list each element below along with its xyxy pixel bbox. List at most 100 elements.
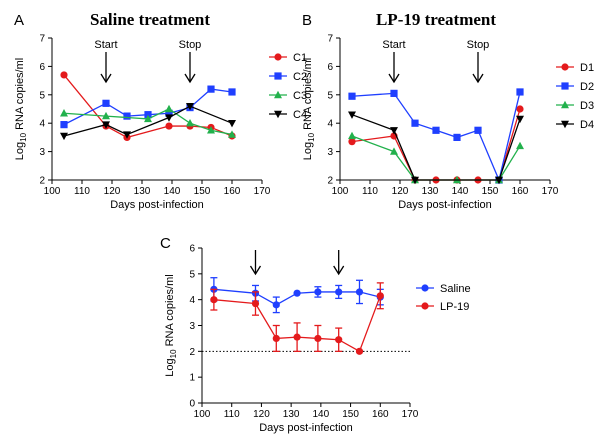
y-tick-label: 7 (39, 34, 45, 45)
data-point (516, 88, 524, 96)
x-tick-label: 170 (402, 409, 419, 420)
x-tick-label: 100 (332, 186, 349, 197)
data-point (272, 301, 280, 309)
x-axis-label: Days post-infection (398, 199, 492, 211)
legend-swatch-marker (274, 110, 282, 119)
x-axis-label: Days post-infection (259, 422, 353, 434)
y-tick-label: 4 (189, 295, 195, 306)
y-tick-label: 2 (189, 347, 195, 358)
annotation-arrowhead (388, 73, 400, 84)
legend-swatch-marker (274, 53, 282, 61)
x-tick-label: 130 (283, 409, 300, 420)
legend-entry: D2 (556, 81, 594, 93)
annotation-arrowhead (472, 73, 484, 84)
data-point (123, 131, 131, 139)
x-tick-label: 140 (313, 409, 330, 420)
data-point (335, 288, 343, 296)
data-point (102, 99, 110, 107)
panel-c: C 100 110 120 130 140 150 160 170 0 1 2 3 4 5 6 Days po… (160, 235, 471, 434)
data-point (355, 347, 364, 355)
series-D2 (348, 88, 524, 184)
panel-c-legend: Saline LP-19 (416, 283, 471, 313)
legend-label: C3 (293, 90, 307, 102)
panel-b-plot (348, 88, 524, 185)
data-point (390, 127, 398, 135)
legend-entry: C2 (269, 71, 307, 83)
x-tick-label: 160 (512, 186, 529, 197)
panel-letter-a: A (14, 12, 24, 29)
x-tick-label: 130 (134, 186, 151, 197)
data-point (186, 102, 194, 111)
legend-swatch-marker (561, 82, 569, 90)
legend-entry: C4 (269, 109, 307, 121)
panel-a-axes: 100 110 120 130 140 150 160 170 2 3 4 5 6 7 Days post-… (14, 34, 271, 212)
x-tick-label: 120 (392, 186, 409, 197)
series-line (351, 135, 521, 181)
data-point (355, 288, 364, 296)
data-point (411, 119, 419, 127)
panel-letter-b: B (302, 12, 312, 29)
y-tick-label: 2 (39, 176, 45, 187)
data-point (102, 111, 110, 120)
data-point (207, 85, 215, 93)
y-axis-label: Log10 RNA copies/ml (14, 58, 28, 160)
annotation-arrowhead (333, 265, 345, 276)
x-tick-label: 120 (253, 409, 270, 420)
y-tick-label: 5 (327, 90, 333, 101)
data-point (165, 104, 173, 113)
legend-label: D1 (580, 62, 594, 74)
x-tick-label: 110 (74, 186, 90, 197)
legend-swatch-marker (561, 120, 569, 129)
x-tick-label: 100 (194, 409, 211, 420)
data-point (453, 133, 461, 141)
data-point (348, 111, 356, 119)
legend-entry: C3 (269, 90, 307, 102)
legend-entry: D4 (556, 119, 594, 131)
data-point (293, 289, 301, 297)
legend-entry: Saline (416, 283, 471, 295)
x-tick-label: 160 (224, 186, 241, 197)
legend-label: C2 (293, 71, 307, 83)
x-axis-label: Days post-infection (110, 199, 204, 211)
y-tick-label: 5 (189, 269, 195, 280)
series-C4 (60, 102, 236, 141)
y-tick-label: 4 (327, 119, 333, 130)
y-tick-label: 4 (39, 119, 45, 130)
panel-c-axes: 100 110 120 130 140 150 160 170 0 1 2 3 4 5 6 Days post… (164, 244, 419, 435)
legend-swatch-marker (561, 63, 569, 71)
annotation-label: Stop (467, 39, 490, 51)
y-axis-label: Log10 RNA copies/ml (302, 58, 316, 160)
data-point (348, 138, 356, 146)
x-tick-label: 110 (362, 186, 378, 197)
data-point (210, 296, 218, 304)
y-tick-label: 1 (189, 373, 195, 384)
series-line (213, 295, 381, 353)
data-point (348, 92, 356, 100)
data-point (390, 147, 398, 155)
data-point (411, 176, 419, 185)
data-point (516, 115, 524, 124)
data-point (165, 122, 173, 130)
panel-c-plot (210, 277, 384, 355)
y-tick-label: 6 (189, 244, 195, 255)
data-point (390, 89, 398, 97)
data-point (495, 176, 503, 185)
y-tick-label: 3 (189, 321, 195, 332)
series-LP-19 (210, 282, 384, 355)
x-tick-label: 100 (44, 186, 61, 197)
data-point (228, 88, 236, 96)
legend-entry: D1 (556, 62, 594, 74)
data-point (432, 126, 440, 134)
data-point (293, 333, 301, 341)
panel-a-title: Saline treatment (90, 10, 210, 29)
data-point (376, 292, 384, 300)
legend-swatch-marker (274, 72, 282, 80)
series-line (351, 91, 521, 183)
data-point (144, 111, 152, 119)
panel-b-title: LP-19 treatment (376, 10, 496, 29)
annotation-label: Start (382, 39, 405, 51)
data-point (251, 299, 260, 308)
x-tick-label: 170 (254, 186, 271, 197)
data-point (207, 126, 215, 134)
x-tick-label: 140 (164, 186, 181, 197)
